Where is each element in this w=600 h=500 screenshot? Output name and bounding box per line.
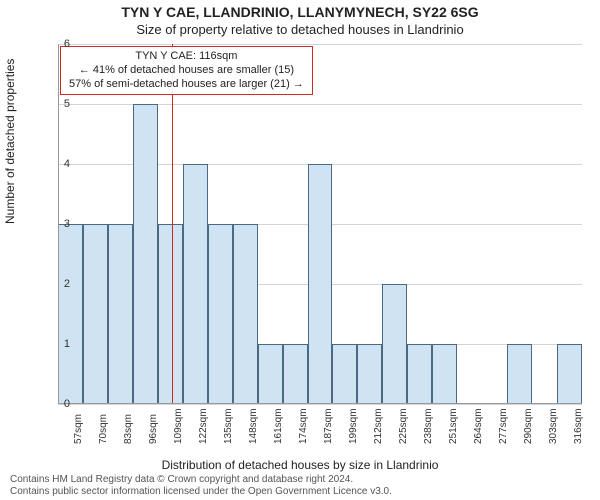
histogram-bar bbox=[208, 224, 233, 404]
histogram-bar bbox=[432, 344, 457, 404]
histogram-bar bbox=[183, 164, 208, 404]
x-tick-label: 135sqm bbox=[223, 408, 234, 444]
x-tick-label: 161sqm bbox=[273, 408, 284, 444]
histogram-bar bbox=[382, 284, 407, 404]
x-tick-label: 303sqm bbox=[548, 408, 559, 444]
plot-area: TYN Y CAE: 116sqm← 41% of detached house… bbox=[58, 44, 582, 404]
histogram-bar bbox=[258, 344, 283, 404]
histogram-bar bbox=[283, 344, 308, 404]
histogram-bar bbox=[557, 344, 582, 404]
x-tick-label: 225sqm bbox=[398, 408, 409, 444]
footer-line-2: Contains public sector information licen… bbox=[10, 486, 392, 498]
bars-container bbox=[58, 44, 582, 404]
histogram-chart: TYN Y CAE, LLANDRINIO, LLANYMYNECH, SY22… bbox=[0, 0, 600, 500]
x-tick-label: 316sqm bbox=[573, 408, 584, 444]
x-tick-label: 148sqm bbox=[248, 408, 259, 444]
x-tick-label: 83sqm bbox=[123, 414, 134, 444]
x-tick-label: 264sqm bbox=[473, 408, 484, 444]
callout-line: ← 41% of detached houses are smaller (15… bbox=[69, 64, 304, 78]
histogram-bar bbox=[507, 344, 532, 404]
histogram-bar bbox=[58, 224, 83, 404]
y-tick-label: 2 bbox=[50, 278, 70, 290]
callout-box: TYN Y CAE: 116sqm← 41% of detached house… bbox=[60, 46, 313, 95]
y-tick-label: 0 bbox=[50, 398, 70, 410]
histogram-bar bbox=[83, 224, 108, 404]
footer-line-1: Contains HM Land Registry data © Crown c… bbox=[10, 474, 392, 486]
y-tick-label: 3 bbox=[50, 218, 70, 230]
histogram-bar bbox=[233, 224, 258, 404]
x-tick-label: 109sqm bbox=[173, 408, 184, 444]
chart-title-address: TYN Y CAE, LLANDRINIO, LLANYMYNECH, SY22… bbox=[0, 4, 600, 20]
histogram-bar bbox=[158, 224, 183, 404]
x-tick-label: 96sqm bbox=[148, 414, 159, 444]
y-tick-label: 4 bbox=[50, 158, 70, 170]
x-tick-label: 212sqm bbox=[373, 408, 384, 444]
y-tick-label: 1 bbox=[50, 338, 70, 350]
callout-line: 57% of semi-detached houses are larger (… bbox=[69, 78, 304, 92]
x-tick-label: 251sqm bbox=[448, 408, 459, 444]
gridline bbox=[58, 404, 582, 405]
x-tick-label: 122sqm bbox=[198, 408, 209, 444]
histogram-bar bbox=[332, 344, 357, 404]
x-tick-label: 199sqm bbox=[348, 408, 359, 444]
reference-line bbox=[172, 44, 173, 404]
y-tick-label: 6 bbox=[50, 38, 70, 50]
chart-subtitle: Size of property relative to detached ho… bbox=[0, 22, 600, 37]
callout-line: TYN Y CAE: 116sqm bbox=[69, 50, 304, 64]
x-tick-label: 238sqm bbox=[423, 408, 434, 444]
histogram-bar bbox=[108, 224, 133, 404]
x-axis-label: Distribution of detached houses by size … bbox=[0, 458, 600, 472]
histogram-bar bbox=[133, 104, 158, 404]
x-tick-label: 290sqm bbox=[523, 408, 534, 444]
x-tick-label: 174sqm bbox=[298, 408, 309, 444]
x-tick-label: 187sqm bbox=[323, 408, 334, 444]
x-axis-line bbox=[58, 403, 582, 404]
histogram-bar bbox=[407, 344, 432, 404]
histogram-bar bbox=[357, 344, 382, 404]
y-axis-label: Number of detached properties bbox=[3, 59, 17, 224]
y-tick-label: 5 bbox=[50, 98, 70, 110]
x-tick-label: 57sqm bbox=[73, 414, 84, 444]
histogram-bar bbox=[308, 164, 333, 404]
x-tick-label: 70sqm bbox=[98, 414, 109, 444]
footer-attribution: Contains HM Land Registry data © Crown c… bbox=[10, 474, 392, 498]
x-tick-label: 277sqm bbox=[498, 408, 509, 444]
